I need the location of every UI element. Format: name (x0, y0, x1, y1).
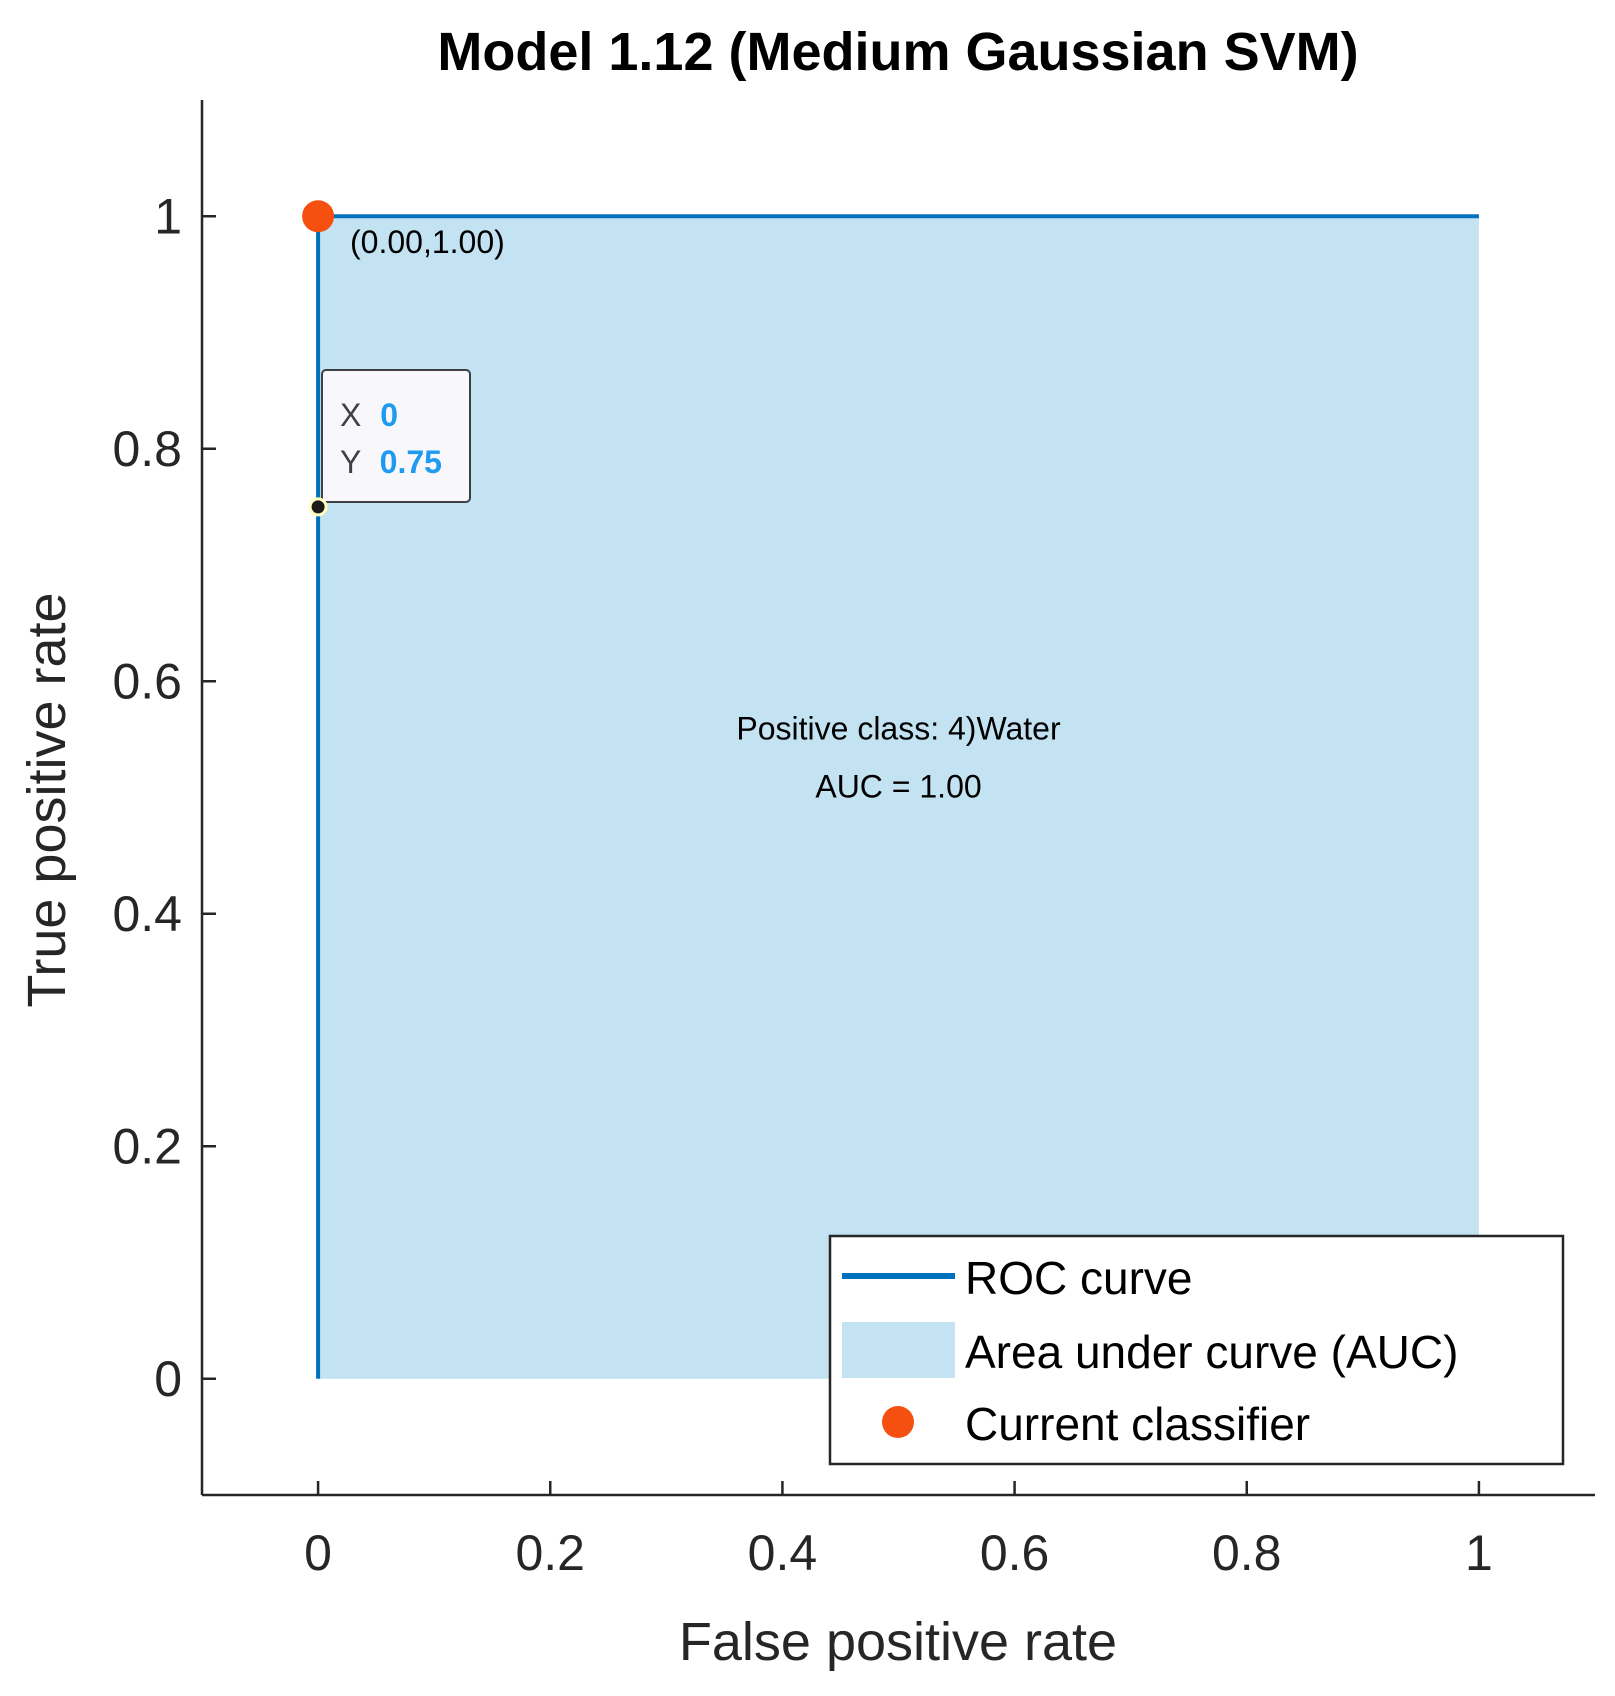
datatip-marker-layer (308, 497, 328, 517)
y-tick-label: 0.4 (112, 886, 182, 942)
datatip-x-label: X (340, 397, 361, 433)
positive-class-label: Positive class: 4)Water (736, 710, 1061, 746)
y-axis-label: True positive rate (17, 592, 77, 1007)
y-tick-label: 0.8 (112, 421, 182, 477)
datatip-y-label: Y (340, 444, 361, 480)
auc-value-label: AUC = 1.00 (815, 768, 981, 804)
legend-classifier-swatch (882, 1406, 914, 1438)
datatip-x-row: X 0 (340, 397, 398, 433)
x-tick-label: 0.2 (515, 1525, 585, 1581)
datatip-x-value: 0 (380, 397, 398, 433)
datatip-y-row: Y 0.75 (340, 444, 442, 480)
current-classifier-point (302, 200, 335, 233)
legend-roc-label: ROC curve (965, 1252, 1192, 1304)
x-tick-label: 1 (1465, 1525, 1493, 1581)
legend-classifier-label: Current classifier (965, 1398, 1310, 1450)
datatip-point (308, 497, 328, 517)
x-tick-label: 0 (304, 1525, 332, 1581)
x-tick-label: 0.8 (1212, 1525, 1282, 1581)
datatip-y-value: 0.75 (380, 444, 442, 480)
y-ticks: 0 0.2 0.4 0.6 0.8 1 (112, 188, 216, 1407)
legend-auc-label: Area under curve (AUC) (965, 1326, 1458, 1378)
markers-layer (302, 200, 335, 233)
x-axis-label: False positive rate (679, 1612, 1117, 1672)
chart-title: Model 1.12 (Medium Gaussian SVM) (437, 22, 1358, 82)
legend: ROC curve Area under curve (AUC) Current… (828, 1234, 1565, 1466)
x-ticks: 0 0.2 0.4 0.6 0.8 1 (304, 1481, 1493, 1581)
x-tick-label: 0.4 (748, 1525, 818, 1581)
auc-area-layer (318, 216, 1479, 1379)
y-tick-label: 0.2 (112, 1118, 182, 1174)
axes-layer (200, 100, 1595, 1497)
auc-area (318, 216, 1479, 1379)
y-tick-label: 0.6 (112, 653, 182, 709)
y-tick-label: 0 (154, 1351, 182, 1407)
y-tick-label: 1 (154, 188, 182, 244)
legend-auc-swatch (842, 1322, 955, 1378)
datatip-box (321, 369, 471, 503)
x-tick-label: 0.6 (980, 1525, 1050, 1581)
datatip[interactable]: X 0 Y 0.75 (321, 369, 471, 503)
current-point-label: (0.00,1.00) (350, 224, 505, 260)
